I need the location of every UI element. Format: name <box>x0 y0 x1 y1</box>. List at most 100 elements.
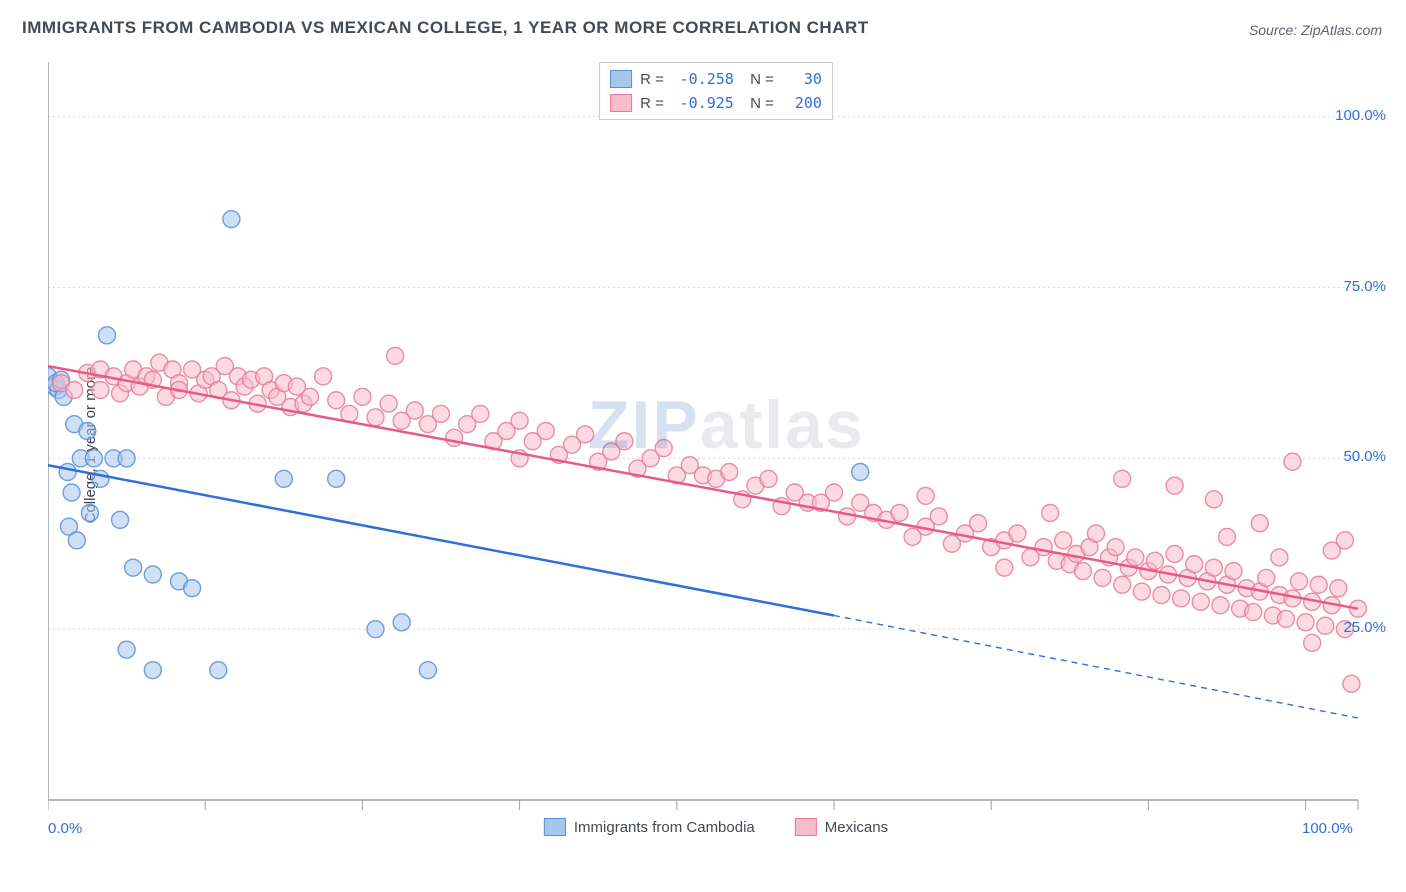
chart-title: IMMIGRANTS FROM CAMBODIA VS MEXICAN COLL… <box>22 18 869 38</box>
legend-label: Immigrants from Cambodia <box>574 819 755 836</box>
legend-r-value: -0.258 <box>672 70 734 88</box>
data-point <box>380 395 397 412</box>
data-point <box>577 426 594 443</box>
data-point <box>1186 556 1203 573</box>
data-point <box>537 423 554 440</box>
data-point <box>118 641 135 658</box>
data-point <box>996 559 1013 576</box>
data-point <box>81 505 98 522</box>
y-tick-label: 50.0% <box>1343 448 1386 465</box>
data-point <box>59 464 76 481</box>
data-point <box>112 511 129 528</box>
y-tick-label: 100.0% <box>1335 107 1386 124</box>
legend-row: R = -0.925 N = 200 <box>610 91 822 115</box>
data-point <box>826 484 843 501</box>
data-point <box>1173 590 1190 607</box>
data-point <box>1291 573 1308 590</box>
data-point <box>1074 563 1091 580</box>
correlation-legend: R = -0.258 N = 30 R = -0.925 N = 200 <box>599 62 833 120</box>
data-point <box>367 409 384 426</box>
data-point <box>446 429 463 446</box>
legend-n-label: N = <box>742 71 774 88</box>
data-point <box>1251 515 1268 532</box>
data-point <box>1166 546 1183 563</box>
y-tick-label: 75.0% <box>1343 278 1386 295</box>
data-point <box>354 388 371 405</box>
data-point <box>1009 525 1026 542</box>
data-point <box>1166 477 1183 494</box>
data-point <box>1133 583 1150 600</box>
legend-item: Mexicans <box>795 818 888 836</box>
data-point <box>1114 576 1131 593</box>
data-point <box>433 405 450 422</box>
legend-r-value: -0.925 <box>672 94 734 112</box>
data-point <box>1212 597 1229 614</box>
data-point <box>393 614 410 631</box>
data-point <box>1245 604 1262 621</box>
data-point <box>1284 453 1301 470</box>
data-point <box>92 382 109 399</box>
chart-area: College, 1 year or more ZIPatlas R =-0.2… <box>48 56 1384 834</box>
legend-swatch <box>544 818 566 836</box>
data-point <box>760 470 777 487</box>
data-point <box>1271 549 1288 566</box>
legend-item: Immigrants from Cambodia <box>544 818 755 836</box>
legend-swatch <box>610 70 632 88</box>
trend-line <box>48 366 1358 609</box>
y-tick-label: 25.0% <box>1343 619 1386 636</box>
source-value: ZipAtlas.com <box>1301 22 1382 38</box>
data-point <box>125 559 142 576</box>
data-point <box>1219 528 1236 545</box>
data-point <box>1035 539 1052 556</box>
data-point <box>511 412 528 429</box>
legend-n-value: 30 <box>782 70 822 88</box>
trend-line-extrapolated <box>834 616 1358 719</box>
data-point <box>387 347 404 364</box>
legend-r-label: R = <box>640 95 664 112</box>
data-point <box>406 402 423 419</box>
data-point <box>184 580 201 597</box>
x-tick-label: 100.0% <box>1302 820 1353 837</box>
data-point <box>85 450 102 467</box>
data-point <box>1094 569 1111 586</box>
data-point <box>419 662 436 679</box>
scatter-plot <box>48 56 1384 834</box>
data-point <box>210 662 227 679</box>
data-point <box>1310 576 1327 593</box>
data-point <box>930 508 947 525</box>
data-point <box>144 662 161 679</box>
data-point <box>118 450 135 467</box>
legend-swatch <box>795 818 817 836</box>
data-point <box>1330 580 1347 597</box>
legend-r-label: R = <box>640 71 664 88</box>
data-point <box>1042 505 1059 522</box>
data-point <box>1317 617 1334 634</box>
data-point <box>1343 675 1360 692</box>
data-point <box>655 440 672 457</box>
data-point <box>891 505 908 522</box>
data-point <box>328 392 345 409</box>
source-attribution: Source: ZipAtlas.com <box>1249 22 1382 38</box>
data-point <box>1146 552 1163 569</box>
data-point <box>1107 539 1124 556</box>
data-point <box>472 405 489 422</box>
data-point <box>367 621 384 638</box>
data-point <box>68 532 85 549</box>
data-point <box>1225 563 1242 580</box>
data-point <box>79 423 96 440</box>
data-point <box>616 433 633 450</box>
data-point <box>98 327 115 344</box>
data-point <box>275 470 292 487</box>
data-point <box>1205 559 1222 576</box>
data-point <box>1055 532 1072 549</box>
data-point <box>223 211 240 228</box>
legend-n-label: N = <box>742 95 774 112</box>
data-point <box>1192 593 1209 610</box>
data-point <box>315 368 332 385</box>
data-point <box>302 388 319 405</box>
legend-n-value: 200 <box>782 94 822 112</box>
legend-swatch <box>610 94 632 112</box>
data-point <box>721 464 738 481</box>
data-point <box>144 566 161 583</box>
data-point <box>1205 491 1222 508</box>
